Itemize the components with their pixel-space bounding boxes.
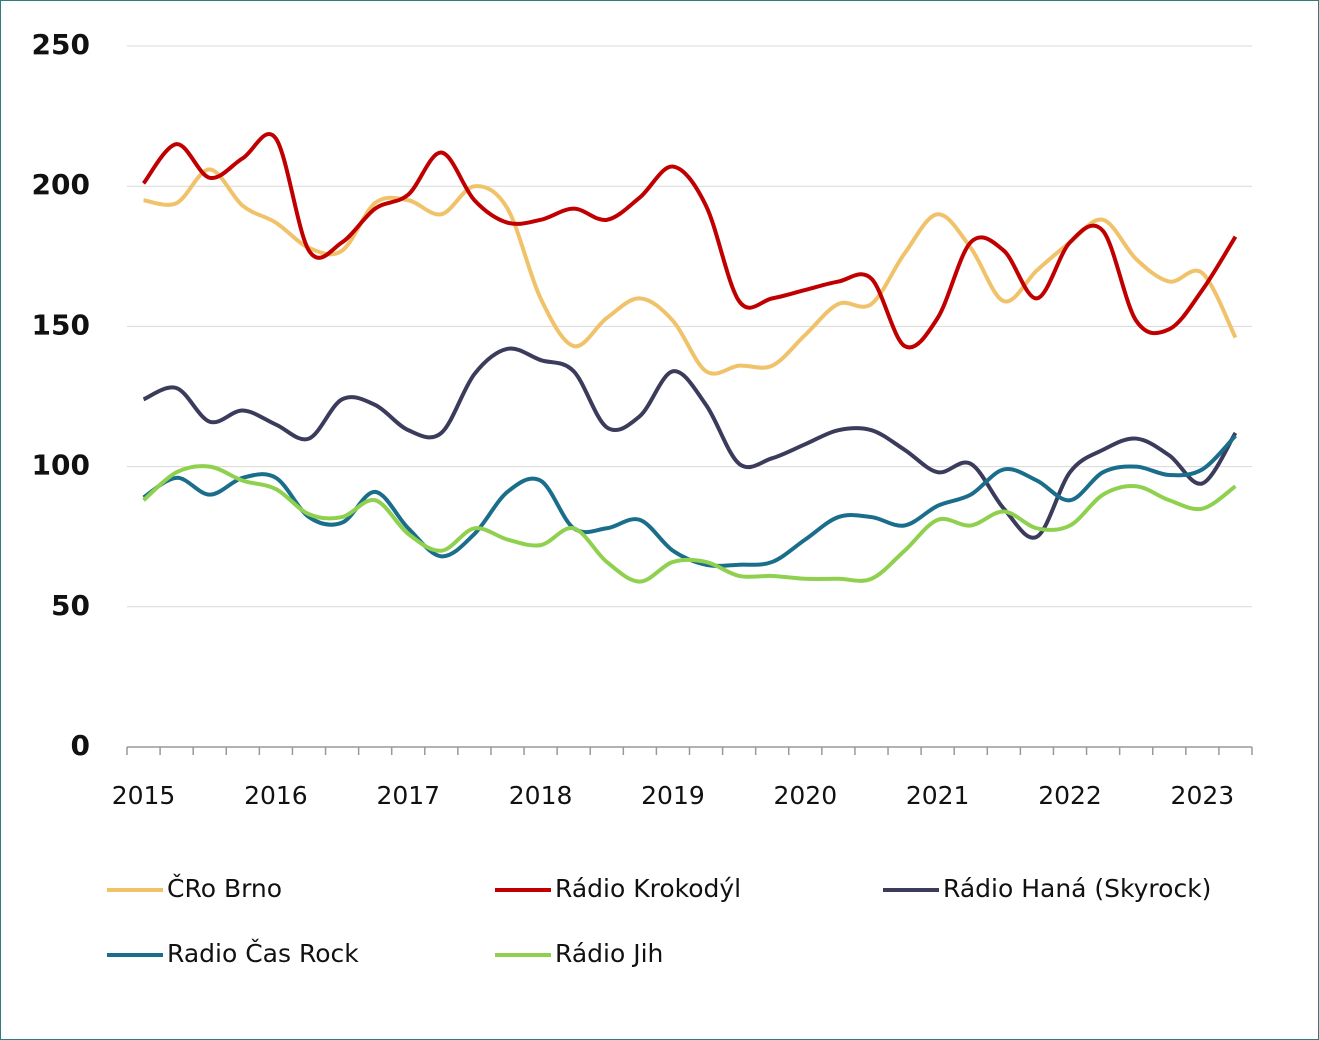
x-tick-label: 2018 <box>509 781 573 810</box>
y-tick-label: 0 <box>71 729 90 762</box>
x-tick-label: 2021 <box>906 781 970 810</box>
x-tick-label: 2017 <box>376 781 440 810</box>
legend-label: Rádio Haná (Skyrock) <box>943 874 1211 903</box>
legend-label: Radio Čas Rock <box>167 938 359 968</box>
series-line <box>141 132 1238 350</box>
series-line <box>143 167 1238 376</box>
y-tick-label: 250 <box>32 28 90 61</box>
y-tick-label: 150 <box>32 308 90 341</box>
y-tick-label: 50 <box>51 589 90 622</box>
x-tick-label: 2022 <box>1038 781 1102 810</box>
series-line <box>142 464 1237 584</box>
legend-label: Rádio Jih <box>555 939 663 968</box>
x-tick-label: 2016 <box>244 781 308 810</box>
series-line <box>142 346 1238 540</box>
x-tick-label: 2023 <box>1171 781 1235 810</box>
y-tick-label: 100 <box>32 449 90 482</box>
legend-label: ČRo Brno <box>167 873 282 903</box>
y-tick-label: 200 <box>32 168 90 201</box>
x-tick-label: 2020 <box>773 781 837 810</box>
series-line <box>142 434 1237 568</box>
legend-label: Rádio Krokodýl <box>555 874 741 903</box>
x-tick-label: 2019 <box>641 781 705 810</box>
x-tick-label: 2015 <box>112 781 176 810</box>
